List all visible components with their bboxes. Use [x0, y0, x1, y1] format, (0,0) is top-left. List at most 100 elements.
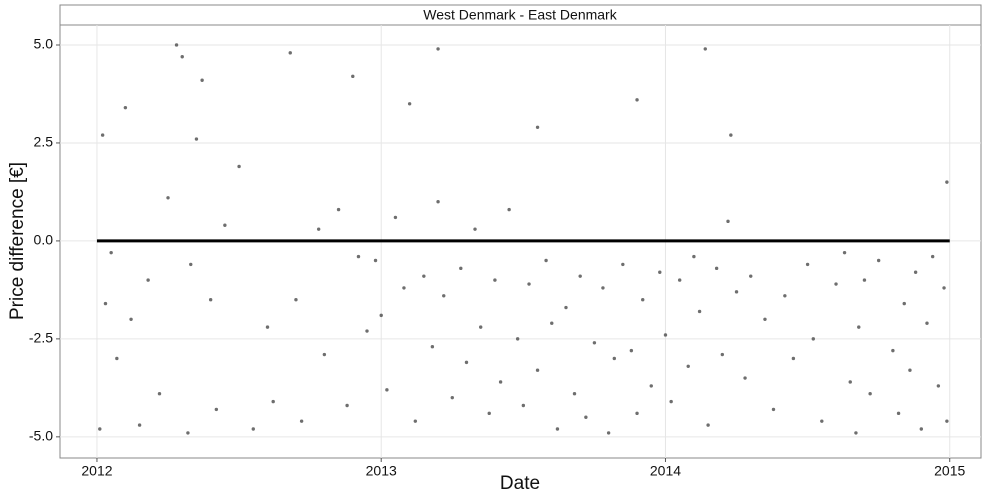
point — [459, 266, 463, 271]
point — [322, 352, 327, 357]
point — [592, 341, 597, 345]
point — [493, 278, 497, 282]
point — [913, 270, 918, 274]
point — [692, 254, 696, 259]
x-axis-title: Date — [500, 473, 540, 494]
point — [578, 274, 582, 278]
point — [430, 345, 435, 349]
point — [402, 286, 406, 290]
point — [223, 223, 227, 227]
point — [555, 427, 560, 431]
point — [834, 282, 838, 286]
point — [100, 133, 105, 137]
point — [479, 325, 483, 329]
point — [919, 427, 924, 431]
point — [703, 47, 707, 51]
point — [621, 262, 625, 267]
point — [498, 380, 503, 384]
point — [336, 207, 341, 212]
point — [288, 51, 292, 55]
point — [663, 333, 668, 337]
point — [635, 98, 639, 102]
point — [157, 392, 162, 396]
point — [200, 78, 204, 82]
point — [208, 297, 213, 302]
point — [535, 368, 540, 372]
point — [535, 125, 540, 129]
point — [487, 411, 491, 416]
point — [720, 352, 725, 357]
point — [515, 337, 520, 341]
point — [902, 301, 906, 306]
point — [697, 309, 702, 314]
point — [876, 258, 881, 263]
point — [925, 321, 929, 325]
point — [294, 297, 298, 302]
point — [393, 215, 398, 220]
point — [842, 250, 847, 255]
point — [507, 207, 511, 212]
point — [109, 250, 113, 255]
point — [629, 348, 634, 353]
point — [450, 395, 454, 400]
point — [299, 419, 304, 423]
point — [464, 360, 469, 365]
y-tick-label: -5.0 — [29, 428, 53, 444]
point — [945, 180, 949, 184]
point — [896, 411, 901, 416]
point — [351, 74, 355, 79]
point — [544, 258, 548, 263]
x-tick-label: 2013 — [366, 463, 397, 479]
y-tick-label: 5.0 — [34, 36, 54, 52]
point — [365, 329, 369, 333]
point — [686, 364, 690, 369]
point — [908, 368, 912, 372]
point — [123, 105, 128, 110]
point — [564, 305, 568, 310]
point — [854, 431, 858, 435]
point — [783, 294, 787, 298]
point — [237, 164, 241, 169]
point — [942, 286, 946, 290]
y-axis-title: Price difference [€] — [7, 162, 28, 320]
point — [677, 278, 682, 282]
x-tick-label: 2012 — [81, 463, 112, 479]
point — [945, 419, 949, 423]
point — [379, 313, 383, 318]
point — [385, 388, 389, 392]
point — [572, 392, 577, 396]
point — [129, 317, 133, 321]
point — [442, 294, 446, 298]
point — [436, 47, 440, 51]
point — [189, 262, 193, 267]
point — [601, 286, 605, 290]
point — [791, 356, 796, 361]
y-tick-label: 0.0 — [34, 232, 54, 248]
point — [930, 254, 935, 259]
point — [115, 356, 119, 361]
point — [214, 407, 219, 412]
point — [820, 419, 824, 423]
point — [373, 258, 378, 263]
point — [641, 297, 645, 302]
y-tick-label: 2.5 — [34, 134, 54, 150]
point — [714, 266, 719, 271]
point — [891, 348, 895, 353]
point — [251, 427, 255, 431]
point — [407, 102, 412, 106]
point — [669, 399, 673, 404]
point — [146, 278, 150, 282]
point — [763, 317, 767, 321]
point — [180, 55, 184, 59]
point — [422, 274, 426, 278]
point — [848, 380, 852, 384]
point — [271, 399, 275, 404]
point — [265, 325, 270, 329]
point — [103, 301, 108, 306]
point — [174, 43, 179, 47]
point — [584, 415, 588, 419]
point — [726, 219, 730, 224]
point — [550, 321, 554, 325]
y-tick-label: -2.5 — [29, 330, 53, 346]
